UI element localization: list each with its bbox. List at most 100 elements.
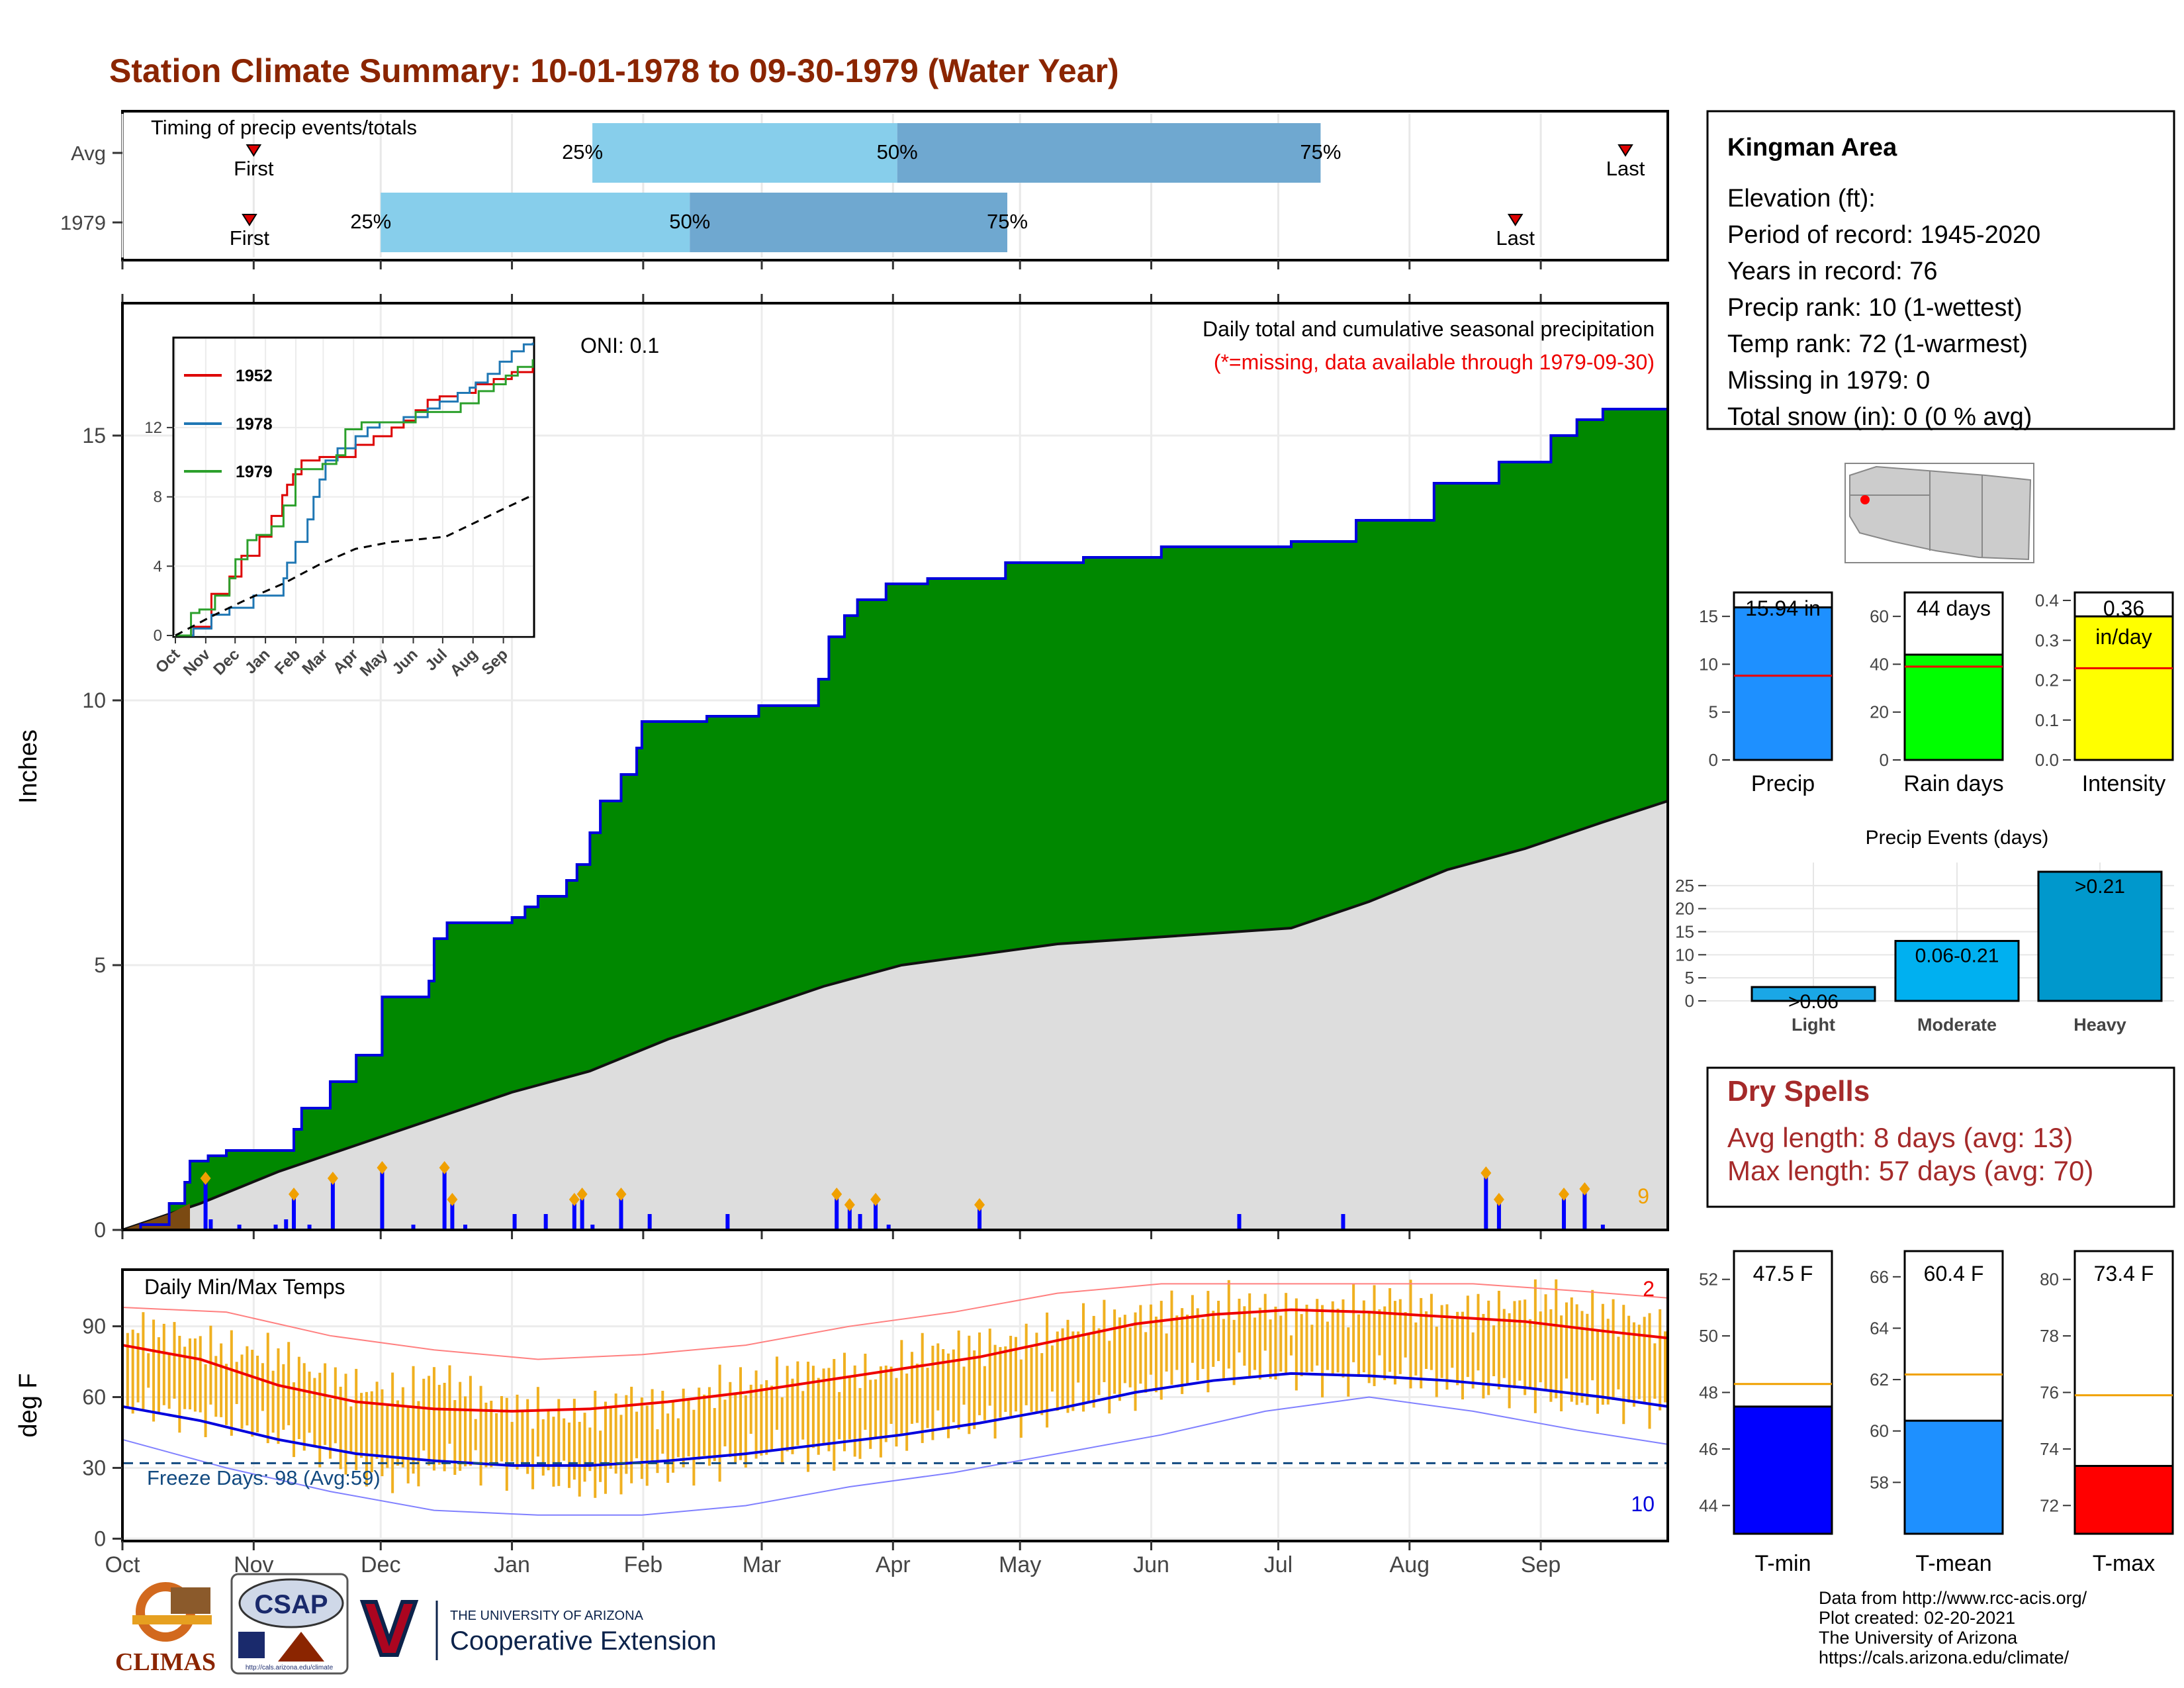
credit-line-1: Data from http://www.rcc-acis.org/ xyxy=(1819,1588,2087,1608)
daily-temp-bar xyxy=(1393,1301,1396,1385)
daily-temp-bar xyxy=(246,1346,249,1426)
daily-temp-bar xyxy=(428,1376,431,1466)
daily-temp-bar xyxy=(417,1401,420,1487)
daily-temp-bar xyxy=(1316,1299,1319,1366)
daily-temp-bar xyxy=(1471,1332,1475,1389)
station-marker xyxy=(1860,495,1870,504)
temp-bar xyxy=(1903,1419,2004,1535)
temp-bar-tick-label: 64 xyxy=(1870,1318,1889,1338)
daily-temp-bar xyxy=(1555,1279,1558,1399)
daily-temp-bar xyxy=(469,1376,472,1466)
daily-temp-bar xyxy=(1030,1347,1033,1412)
summary-bar xyxy=(2073,615,2174,761)
daily-temp-bar xyxy=(308,1372,311,1433)
daily-temp-bar xyxy=(609,1407,612,1469)
daily-temp-bar xyxy=(1373,1285,1376,1386)
daily-temp-bar xyxy=(1357,1314,1360,1377)
daily-temp-bar xyxy=(661,1391,664,1454)
summary-bar-tick-label: 0.1 xyxy=(2035,710,2059,730)
daily-temp-bar xyxy=(770,1385,774,1452)
daily-precip-bar xyxy=(978,1209,982,1230)
summary-bar-tick-label: 0 xyxy=(1709,750,1718,770)
events-category-label: Heavy xyxy=(2073,1015,2126,1035)
daily-temp-bar xyxy=(1123,1315,1126,1383)
heavy-event-marker xyxy=(439,1161,450,1174)
summary-bar-value: 44 days xyxy=(1917,596,1991,620)
timing-panel: Timing of precip events/totals 25% 50% 75%… xyxy=(60,110,1669,269)
daily-temp-bar xyxy=(1238,1298,1241,1353)
daily-temp-bar xyxy=(214,1356,218,1417)
daily-precip-bar xyxy=(273,1225,278,1230)
credit-line-4: https://cals.arizona.edu/climate/ xyxy=(1819,1648,2070,1667)
daily-temp-bar xyxy=(1087,1335,1090,1401)
temp-bar-tick-label: 74 xyxy=(2040,1439,2059,1459)
summary-bar-category: Precip xyxy=(1751,771,1815,796)
daily-temp-bar xyxy=(567,1422,570,1488)
daily-precip-bar xyxy=(1484,1177,1488,1230)
timing-q50-label: 50% xyxy=(669,210,710,233)
heavy-event-marker xyxy=(1579,1182,1590,1196)
early-deficit-area xyxy=(122,1203,191,1230)
summary-bar-tick-label: 0 xyxy=(1880,750,1889,770)
daily-temp-bar xyxy=(1362,1300,1365,1373)
events-bar xyxy=(1894,939,2020,1002)
daily-temp-bar xyxy=(401,1387,404,1468)
daily-temp-bar xyxy=(1580,1311,1584,1403)
daily-temp-bar xyxy=(900,1340,903,1434)
temp-bar-category: T-min xyxy=(1755,1551,1811,1576)
daily-temp-bar xyxy=(1269,1319,1272,1379)
location-map xyxy=(1844,463,2034,563)
station-name: Kingman Area xyxy=(1727,134,1897,162)
daily-temp-bar xyxy=(1103,1299,1106,1382)
daily-temp-bar xyxy=(1160,1301,1163,1400)
daily-temp-bar xyxy=(1492,1325,1496,1376)
daily-temp-bar xyxy=(729,1382,732,1458)
daily-temp-bar xyxy=(1466,1295,1469,1378)
daily-temp-bar xyxy=(1066,1319,1069,1413)
daily-temp-bar xyxy=(1425,1311,1428,1369)
daily-temp-bar xyxy=(541,1419,545,1476)
heavy-event-marker xyxy=(569,1193,580,1206)
daily-precip-bar xyxy=(543,1214,548,1230)
daily-temp-bar xyxy=(884,1365,887,1442)
daily-temp-bar xyxy=(739,1367,742,1460)
daily-temp-bar xyxy=(827,1368,831,1452)
daily-temp-bar xyxy=(1560,1315,1563,1412)
daily-temp-bar xyxy=(1326,1321,1329,1370)
summary-bar-tick-label: 0.0 xyxy=(2035,750,2059,770)
credit-line-2: Plot created: 02-20-2021 xyxy=(1819,1608,2015,1628)
daily-temp-bar xyxy=(635,1411,639,1458)
daily-temp-bar xyxy=(193,1338,197,1412)
temp-x-tick-label: Jul xyxy=(1264,1552,1293,1577)
daily-temp-bar xyxy=(162,1323,165,1405)
daily-temp-bar xyxy=(349,1406,353,1454)
daily-temp-bar xyxy=(1336,1308,1340,1373)
daily-temp-bar xyxy=(131,1329,134,1414)
summary-bar xyxy=(1733,606,1833,761)
daily-temp-bar xyxy=(983,1366,986,1421)
temp-bar-tick-label: 78 xyxy=(2040,1326,2059,1346)
daily-temp-bar xyxy=(557,1399,561,1486)
daily-temp-bar xyxy=(1040,1353,1044,1415)
daily-temp-bar xyxy=(572,1399,576,1480)
daily-temp-bar xyxy=(318,1372,322,1468)
daily-temp-bar xyxy=(1191,1295,1194,1363)
daily-temp-bar xyxy=(173,1322,176,1399)
timing-bar-q50-q75 xyxy=(897,123,1321,183)
daily-temp-bar xyxy=(365,1391,368,1487)
daily-temp-bar xyxy=(692,1409,696,1486)
daily-temp-bar xyxy=(687,1400,690,1457)
daily-temp-bar xyxy=(1518,1300,1522,1381)
daily-temp-bar xyxy=(500,1395,503,1462)
precip-y-tick-label: 5 xyxy=(94,953,106,977)
daily-temp-bar xyxy=(1435,1327,1438,1397)
daily-temp-bar xyxy=(1352,1284,1355,1362)
daily-temp-bar xyxy=(355,1368,358,1470)
daily-temp-bar xyxy=(526,1399,529,1474)
temp-bar-category: T-max xyxy=(2093,1551,2155,1576)
temp-bar-value: 73.4 F xyxy=(2094,1262,2154,1286)
precip-chart-title: Daily total and cumulative seasonal prec… xyxy=(1203,317,1655,341)
timing-row-label: Avg xyxy=(71,142,106,165)
daily-temp-bar xyxy=(625,1395,628,1474)
precip-y-tick-label: 15 xyxy=(82,424,106,447)
